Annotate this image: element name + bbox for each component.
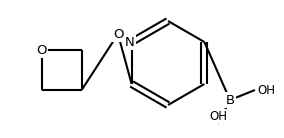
Text: OH: OH [257,83,275,96]
Text: O: O [36,44,47,57]
Text: OH: OH [209,110,227,123]
Text: N: N [125,35,135,48]
Text: O: O [113,27,123,40]
Text: B: B [225,94,235,107]
